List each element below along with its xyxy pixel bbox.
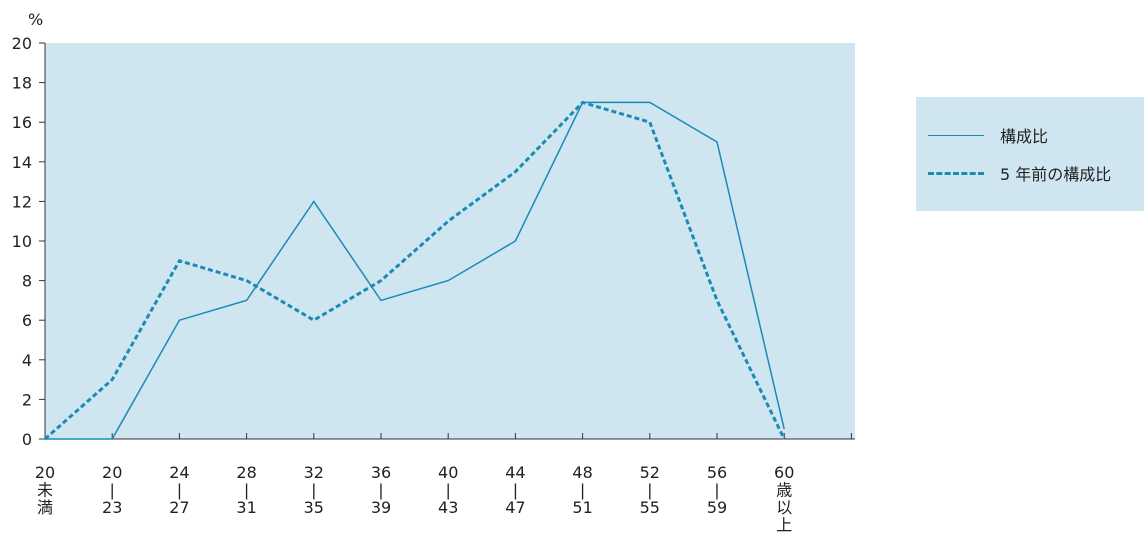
- x-tick-label: 52: [640, 463, 660, 482]
- x-tick-label: 31: [236, 498, 256, 517]
- series-line-current: [45, 101, 785, 440]
- legend-swatch-solid: [928, 134, 984, 136]
- x-tick-label: |: [378, 481, 383, 500]
- x-tick-label: 43: [438, 498, 458, 517]
- x-tick-label: |: [311, 481, 316, 500]
- x-tick-label: 28: [236, 463, 256, 482]
- x-tick-label: 24: [169, 463, 189, 482]
- y-tick-label: 2: [22, 390, 32, 409]
- x-tick-label: |: [580, 481, 585, 500]
- series-layer: [44, 100, 786, 441]
- y-tick-label: 12: [12, 192, 32, 211]
- x-tick-label: 40: [438, 463, 458, 482]
- y-axis-label: %: [28, 10, 43, 29]
- x-tick-label: 55: [640, 498, 660, 517]
- y-tick-label: 14: [12, 153, 32, 172]
- x-tick-label: |: [244, 481, 249, 500]
- legend-item-five-years-ago: 5 年前の構成比: [928, 163, 1112, 184]
- y-tick-label: 4: [22, 351, 32, 370]
- x-tick-label: 59: [707, 498, 727, 517]
- y-tick-label: 6: [22, 311, 32, 330]
- x-tick-label: |: [714, 481, 719, 500]
- legend-label-five-years-ago: 5 年前の構成比: [1000, 165, 1112, 184]
- x-tick-label: 27: [169, 498, 189, 517]
- x-tick-label: |: [446, 481, 451, 500]
- y-tick-label: 8: [22, 272, 32, 291]
- x-tick-label: 56: [707, 463, 727, 482]
- legend-label-current: 構成比: [1000, 127, 1049, 146]
- legend-item-current: 構成比: [928, 125, 1049, 146]
- x-tick-label: 51: [572, 498, 592, 517]
- x-tick-label: |: [177, 481, 182, 500]
- x-tick-label: 20: [35, 463, 55, 482]
- x-tick-label: 44: [505, 463, 525, 482]
- x-tick-label: 48: [572, 463, 592, 482]
- x-tick-label: 以: [776, 498, 792, 517]
- x-tick-label: 歳: [776, 481, 792, 500]
- x-tick-label: 満: [37, 498, 53, 517]
- x-tick-label: 47: [505, 498, 525, 517]
- x-tick-label: 32: [304, 463, 324, 482]
- legend-swatch-dotted: [928, 171, 984, 175]
- x-tick-label: |: [513, 481, 518, 500]
- y-tick-label: 16: [12, 113, 32, 132]
- x-tick-label: |: [647, 481, 652, 500]
- x-tick-label: 23: [102, 498, 122, 517]
- x-tick-label: 未: [37, 481, 53, 500]
- y-tick-label: 18: [12, 74, 32, 93]
- x-tick-label: 上: [776, 516, 792, 535]
- x-axis: 20未満20|2324|2728|3132|3536|3940|4344|474…: [35, 433, 855, 535]
- x-tick-label: 36: [371, 463, 391, 482]
- x-tick-label: 60: [774, 463, 794, 482]
- x-tick-label: 39: [371, 498, 391, 517]
- legend: 構成比 5 年前の構成比: [916, 97, 1144, 211]
- y-axis: 0 2 4 6 8 10 12 14 16 18 20: [12, 34, 46, 449]
- y-tick-label: 20: [12, 34, 32, 53]
- series-line-five-years-ago: [44, 100, 786, 441]
- x-tick-label: 35: [304, 498, 324, 517]
- x-tick-label: |: [110, 481, 115, 500]
- plot-area: [45, 43, 855, 439]
- y-tick-label: 0: [22, 430, 32, 449]
- x-tick-label: 20: [102, 463, 122, 482]
- y-tick-label: 10: [12, 232, 32, 251]
